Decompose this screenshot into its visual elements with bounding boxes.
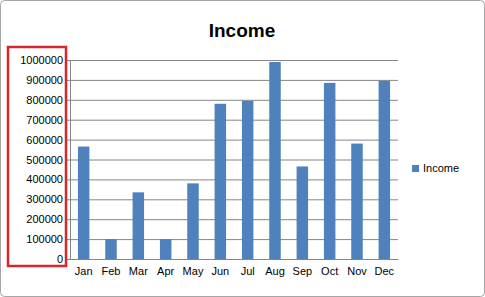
chart: Income 0 100000 200000 300000 400000 500000 600… [0, 0, 485, 297]
highlight-box [8, 47, 66, 266]
grid-line [70, 259, 398, 260]
bar [242, 101, 253, 259]
bar [269, 62, 280, 259]
bar [215, 104, 226, 259]
chart-frame [1, 1, 485, 297]
grid-line [70, 160, 398, 161]
tick-label: Nov [347, 265, 367, 277]
tick-label: May [183, 265, 204, 277]
x-tick: Apr [157, 265, 174, 277]
grid-line [70, 60, 398, 61]
tick-label: Dec [375, 265, 395, 277]
tick-label: 100000 [26, 233, 63, 245]
x-tick: Aug [265, 265, 285, 277]
title: Income [209, 20, 276, 41]
y-tick: 600000 [26, 134, 70, 146]
tick-label: 300000 [26, 193, 63, 205]
legend: Income [412, 162, 459, 174]
tick-label: 0 [57, 253, 63, 265]
bar [351, 144, 362, 259]
tick-label: Feb [102, 265, 121, 277]
grid-line [70, 120, 398, 121]
tick-label: 700000 [26, 114, 63, 126]
x-tick: Jan [75, 265, 93, 277]
grid-line [70, 199, 398, 200]
bar [160, 239, 171, 259]
tick-label: Mar [129, 265, 148, 277]
grid-line [70, 179, 398, 180]
x-tick: Feb [102, 265, 121, 277]
tick-label: 600000 [26, 134, 63, 146]
y-tick: 100000 [26, 233, 70, 245]
tick-label: 200000 [26, 213, 63, 225]
tick-label: Jul [241, 265, 255, 277]
tick-label: 1000000 [20, 54, 63, 66]
bar [297, 166, 308, 259]
x-tick: Jul [241, 265, 255, 277]
x-tick: May [183, 265, 204, 277]
tick-label: Sep [293, 265, 313, 277]
grid-line [70, 140, 398, 141]
axis-line [71, 259, 399, 260]
grid-line [70, 219, 398, 220]
tick-label: Apr [157, 265, 174, 277]
bar [78, 147, 89, 259]
tick-label: 900000 [26, 74, 63, 86]
grid-line [70, 80, 398, 81]
bar [324, 83, 335, 259]
y-tick: 900000 [26, 74, 70, 86]
x-tick: Mar [129, 265, 148, 277]
tick-label: Jun [211, 265, 229, 277]
legend-label: Income [423, 162, 459, 174]
bars [78, 62, 390, 259]
y-tick: 200000 [26, 213, 70, 225]
x-axis: Jan Feb Mar Apr May Jun Jul Aug Sep Oct Nov Dec [71, 260, 399, 278]
tick-label: 800000 [26, 94, 63, 106]
y-axis: 0 100000 200000 300000 400000 500000 600000 700… [20, 54, 70, 265]
legend-swatch [412, 165, 419, 172]
tick-label: 500000 [26, 154, 63, 166]
x-tick: Jun [211, 265, 229, 277]
y-tick: 700000 [26, 114, 70, 126]
x-tick: Sep [293, 265, 313, 277]
y-tick: 0 [57, 253, 70, 265]
tick-label: Oct [321, 265, 338, 277]
tick-label: 400000 [26, 173, 63, 185]
x-tick: Nov [347, 265, 367, 277]
y-tick: 1000000 [20, 54, 70, 66]
grid [70, 61, 398, 260]
grid-line [70, 100, 398, 101]
grid-line [70, 239, 398, 240]
x-tick: Oct [321, 265, 338, 277]
bar [379, 81, 390, 259]
y-tick: 300000 [26, 193, 70, 205]
y-tick: 400000 [26, 173, 70, 185]
tick-label: Jan [75, 265, 93, 277]
y-tick: 800000 [26, 94, 70, 106]
y-tick: 500000 [26, 154, 70, 166]
bar [133, 192, 144, 259]
x-tick: Dec [375, 265, 395, 277]
bar [105, 239, 116, 259]
tick-label: Aug [265, 265, 285, 277]
bar [187, 183, 198, 259]
